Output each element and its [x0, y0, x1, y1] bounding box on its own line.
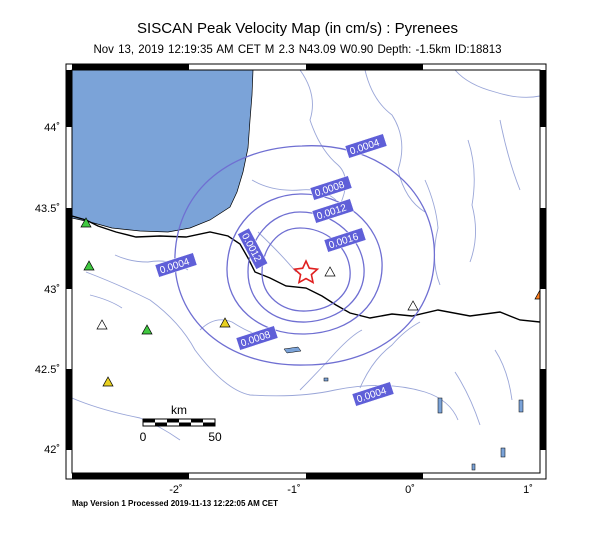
- contour-0016: [261, 227, 351, 312]
- station-triangle: [219, 317, 231, 328]
- station-triangle: [80, 217, 92, 228]
- y-tick-label: 43˚: [44, 284, 60, 296]
- y-tick-label: 42˚: [44, 444, 60, 456]
- contour-0008: [226, 193, 383, 335]
- contour-0004: [174, 145, 435, 366]
- y-tick-label: 44˚: [44, 122, 60, 134]
- x-tick-label: -1˚: [287, 484, 300, 496]
- x-axis-labels: -2˚ -1˚ 0˚ 1˚: [169, 484, 533, 496]
- station-triangle: [534, 289, 540, 300]
- sea-area: [72, 70, 254, 233]
- y-tick-label: 42.5˚: [35, 364, 60, 376]
- y-axis-labels: 44˚ 43.5˚ 43˚ 42.5˚ 42˚: [35, 122, 60, 456]
- y-tick-label: 43.5˚: [35, 203, 60, 215]
- national-border: [72, 215, 540, 323]
- station-triangle: [407, 300, 419, 311]
- seismic-stations: [80, 217, 540, 387]
- scale-unit: km: [171, 403, 187, 417]
- contour-labels: 0.0004 0.0008 0.0012 0.0016 0.0012 0.000…: [154, 133, 395, 407]
- processing-footer: Map Version 1 Processed 2019-11-13 12:22…: [72, 499, 279, 508]
- star-icon: [292, 259, 320, 284]
- scale-end: 50: [208, 430, 222, 444]
- station-triangle: [141, 324, 153, 335]
- scale-start: 0: [140, 430, 147, 444]
- event-details: Nov 13, 2019 12:19:35 AM CET M 2.3 N43.0…: [93, 44, 502, 56]
- scale-bar: km 0 50: [140, 403, 222, 444]
- x-tick-label: 0˚: [405, 484, 415, 496]
- map-frame: [65, 63, 547, 480]
- lakes: [283, 346, 524, 471]
- station-triangle: [324, 266, 336, 277]
- map-title: SISCAN Peak Velocity Map (in cm/s) : Pyr…: [137, 20, 458, 37]
- station-triangle: [96, 319, 108, 330]
- station-triangle: [83, 260, 95, 271]
- x-tick-label: -2˚: [169, 484, 182, 496]
- station-triangle: [102, 376, 114, 387]
- x-tick-label: 1˚: [523, 484, 533, 496]
- contour-label: 0.0012: [237, 227, 269, 270]
